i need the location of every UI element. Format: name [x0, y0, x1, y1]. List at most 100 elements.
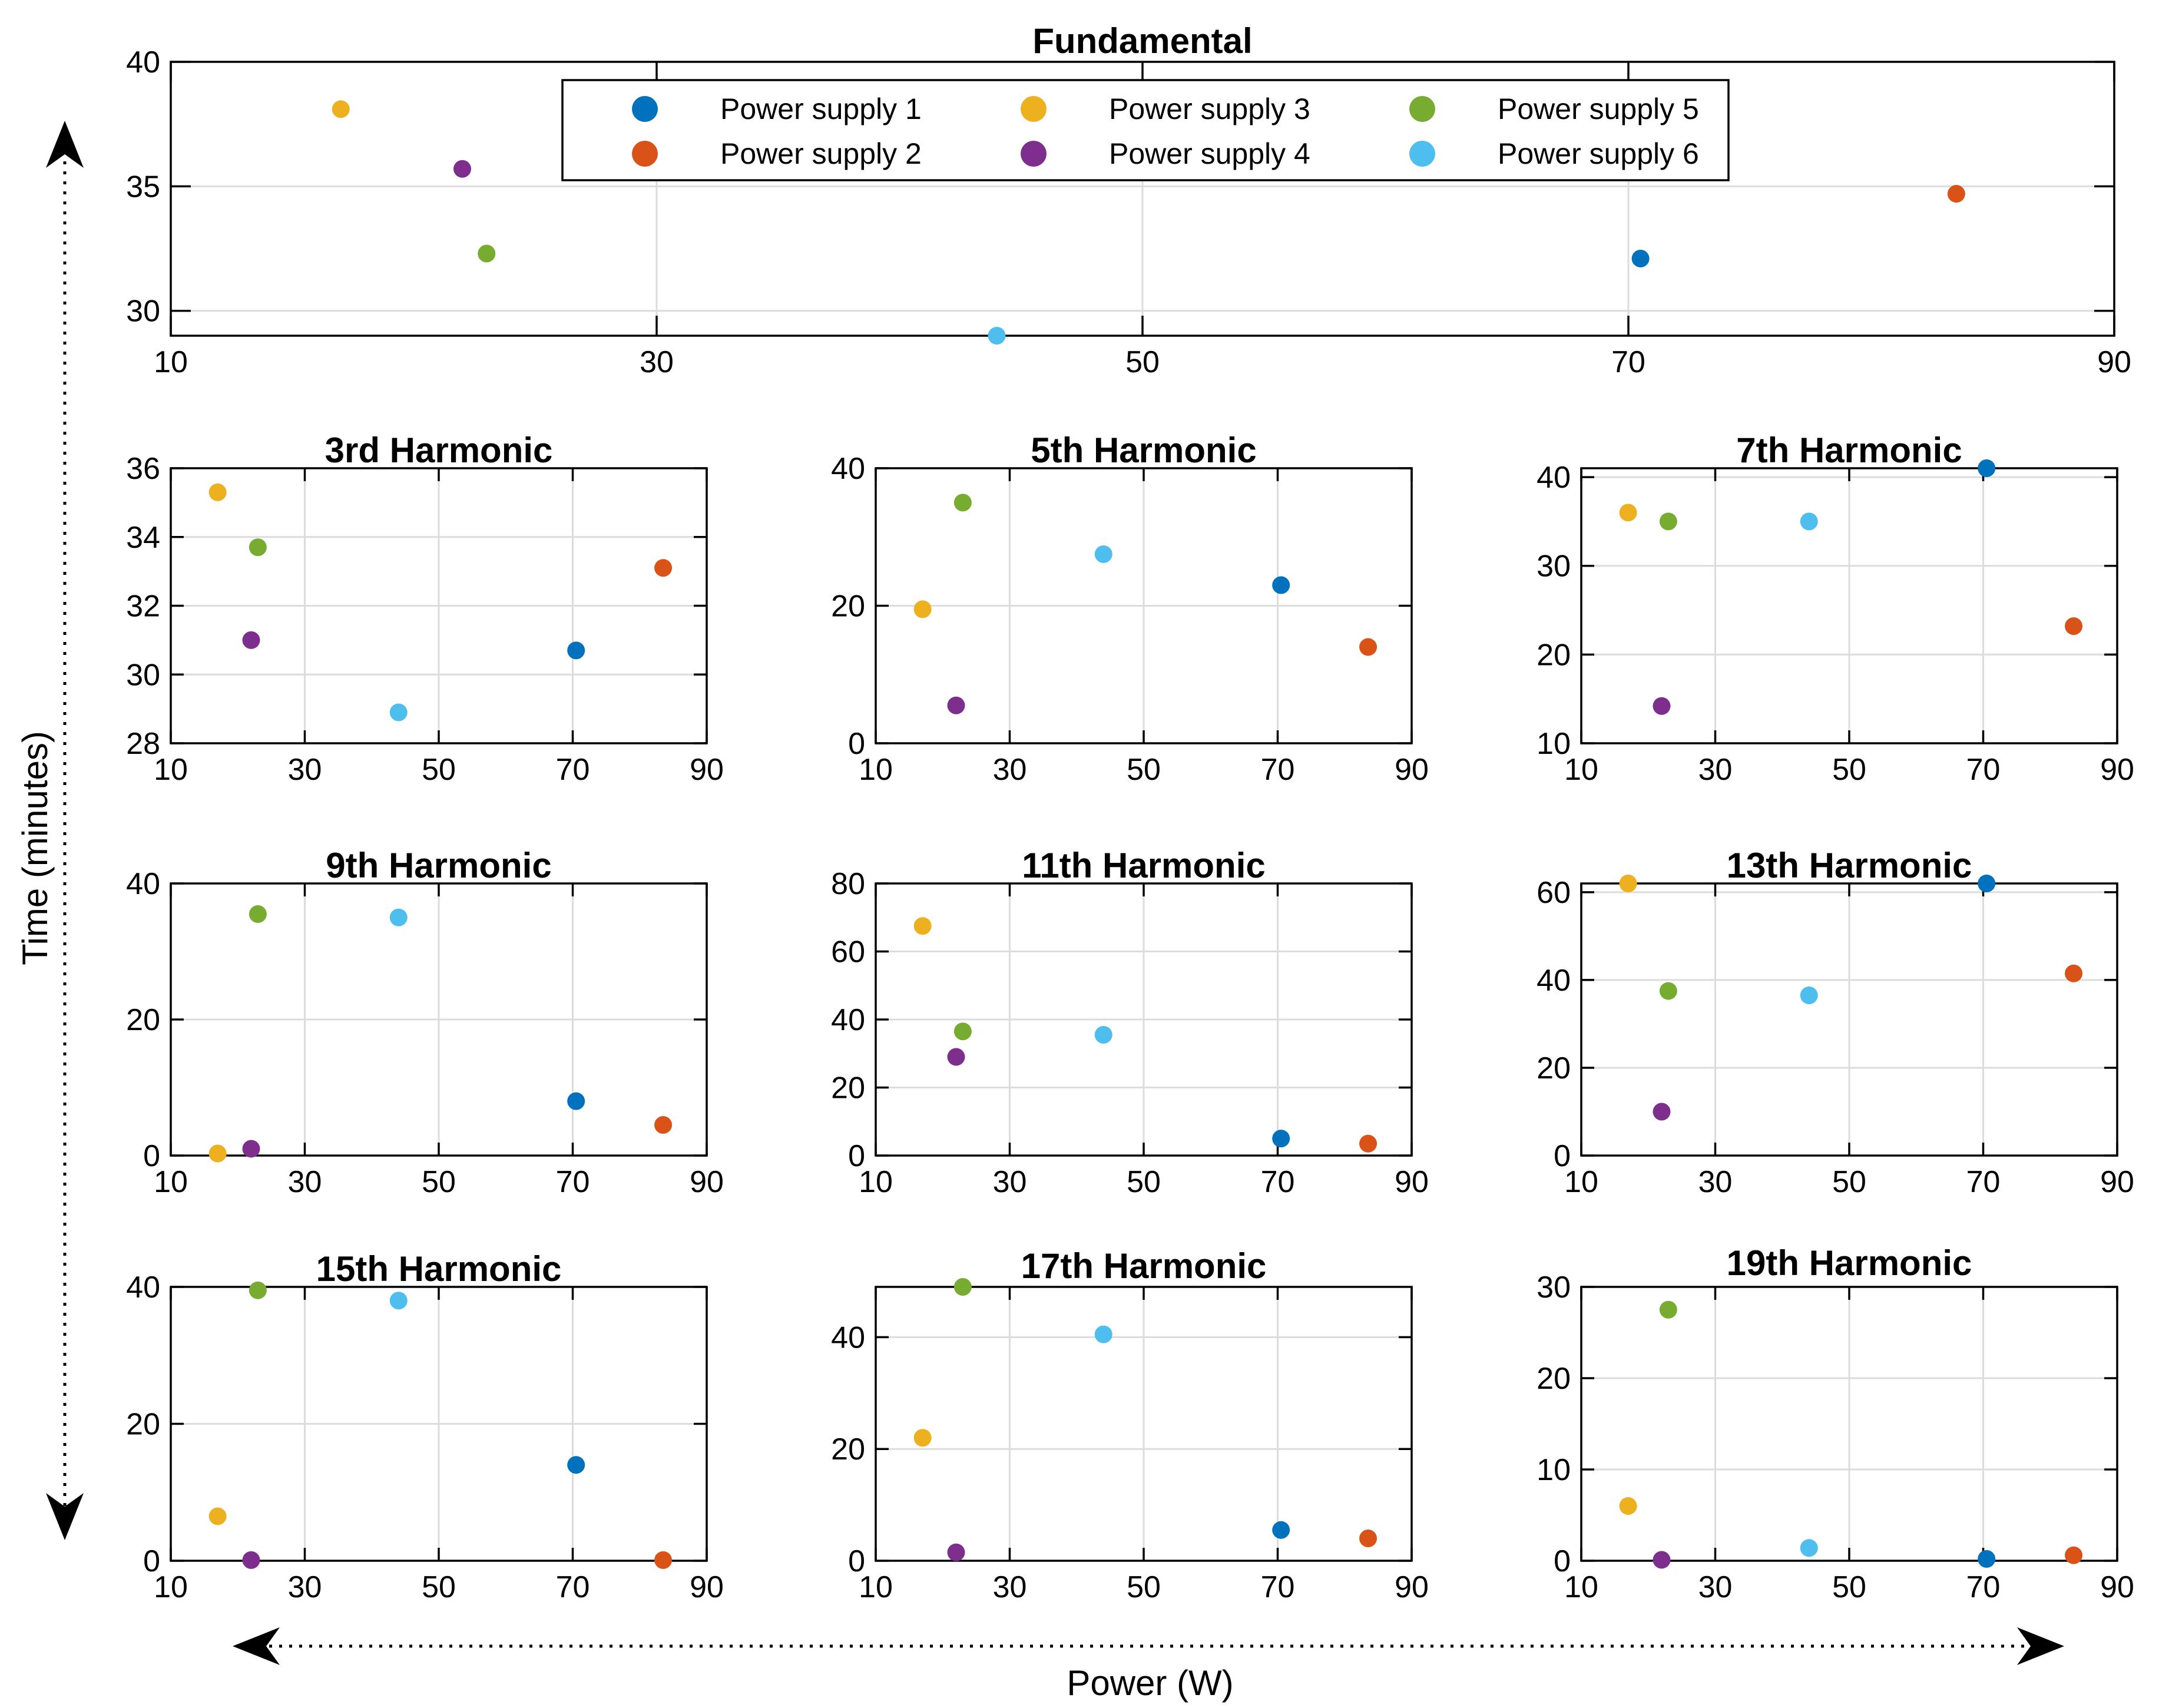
x-tick-label: 30 — [993, 1570, 1027, 1604]
y-tick-label: 34 — [126, 521, 160, 555]
y-tick-label: 80 — [831, 867, 865, 901]
data-point-power-supply-4 — [1653, 1103, 1671, 1121]
x-axis-arrow-right-icon — [2017, 1627, 2064, 1665]
y-tick-label: 0 — [848, 727, 865, 761]
data-point-power-supply-5 — [249, 538, 267, 557]
y-tick-label: 36 — [126, 452, 160, 486]
data-point-power-supply-3 — [1619, 875, 1637, 892]
x-tick-label: 90 — [1395, 1165, 1429, 1199]
y-tick-label: 35 — [126, 170, 160, 204]
panel-title: 3rd Harmonic — [325, 431, 553, 470]
y-tick-label: 20 — [1537, 638, 1571, 672]
data-point-power-supply-6 — [389, 1292, 408, 1310]
x-tick-label: 70 — [1966, 753, 2001, 787]
data-point-power-supply-2 — [2065, 1546, 2083, 1564]
data-point-power-supply-4 — [947, 1543, 965, 1561]
data-point-power-supply-6 — [988, 327, 1006, 345]
x-tick-label: 10 — [859, 1165, 893, 1199]
y-tick-label: 40 — [1537, 964, 1571, 998]
panel-title: 7th Harmonic — [1736, 431, 1962, 470]
x-tick-label: 70 — [556, 753, 590, 787]
data-point-power-supply-2 — [1947, 185, 1965, 203]
data-point-power-supply-2 — [1359, 638, 1377, 656]
x-tick-label: 30 — [288, 1165, 322, 1199]
legend-marker-power-supply-6 — [1409, 141, 1435, 167]
y-tick-label: 30 — [1537, 550, 1571, 584]
y-tick-label: 10 — [1537, 727, 1571, 761]
x-axis-arrow-left-icon — [233, 1627, 280, 1665]
y-tick-label: 60 — [831, 935, 865, 969]
y-tick-label: 0 — [848, 1544, 865, 1578]
y-tick-label: 40 — [831, 452, 865, 486]
data-point-power-supply-5 — [1659, 512, 1677, 531]
panel-7th-harmonic: 10 30 50 70 90 10 20 30 40 7th Harmonic — [1537, 431, 2134, 787]
y-tick-label: 30 — [1537, 1270, 1571, 1305]
data-point-power-supply-6 — [1094, 1025, 1112, 1044]
data-point-power-supply-4 — [947, 696, 965, 714]
x-tick-label: 50 — [1127, 753, 1161, 787]
y-tick-label: 40 — [126, 1270, 160, 1305]
x-tick-label: 50 — [422, 1570, 456, 1604]
x-tick-label: 30 — [1698, 1570, 1733, 1604]
x-tick-label: 70 — [556, 1570, 590, 1604]
x-tick-label: 10 — [1564, 1165, 1598, 1199]
y-axis-label: Time (minutes) — [15, 731, 55, 965]
x-tick-label: 10 — [859, 1570, 893, 1604]
y-tick-label: 40 — [1537, 461, 1571, 495]
data-point-power-supply-3 — [208, 1507, 227, 1525]
x-tick-label: 10 — [1564, 753, 1598, 787]
x-tick-label: 30 — [1698, 753, 1733, 787]
data-point-power-supply-5 — [953, 494, 972, 512]
x-axis-label: Power (W) — [1067, 1663, 1233, 1703]
data-point-power-supply-6 — [1800, 1539, 1818, 1557]
data-point-power-supply-4 — [947, 1048, 965, 1066]
x-axis-annotation: Power (W) — [233, 1627, 2064, 1703]
y-tick-label: 20 — [1537, 1362, 1571, 1396]
data-point-power-supply-3 — [208, 1144, 227, 1163]
x-tick-label: 30 — [640, 345, 674, 379]
legend-marker-power-supply-1 — [632, 96, 658, 122]
data-point-power-supply-2 — [654, 1116, 673, 1134]
x-tick-label: 10 — [1564, 1570, 1598, 1604]
data-point-power-supply-4 — [1653, 1551, 1671, 1569]
y-tick-label: 20 — [831, 1432, 865, 1467]
legend-marker-power-supply-4 — [1021, 141, 1047, 167]
x-tick-label: 30 — [288, 753, 322, 787]
x-tick-label: 30 — [1698, 1165, 1733, 1199]
data-point-power-supply-1 — [1978, 1550, 1996, 1568]
data-point-power-supply-5 — [478, 244, 496, 263]
data-point-power-supply-3 — [1619, 1497, 1637, 1515]
legend: Power supply 1 Power supply 2 Power supply… — [561, 79, 1730, 181]
data-point-power-supply-6 — [1094, 1325, 1112, 1343]
data-point-power-supply-2 — [654, 1551, 673, 1569]
x-tick-label: 70 — [556, 1165, 590, 1199]
data-point-power-supply-4 — [242, 1551, 260, 1569]
y-tick-label: 0 — [143, 1139, 160, 1173]
data-point-power-supply-2 — [1359, 1530, 1377, 1548]
legend-label-power-supply-6: Power supply 6 — [1498, 137, 1699, 170]
panel-13th-harmonic: 10 30 50 70 90 0 20 40 60 13th Harmonic — [1537, 846, 2134, 1199]
y-tick-label: 30 — [126, 658, 160, 692]
data-point-power-supply-3 — [913, 917, 932, 935]
x-tick-label: 10 — [154, 345, 188, 379]
panel-title: 17th Harmonic — [1021, 1246, 1267, 1286]
panel-title: 5th Harmonic — [1031, 431, 1256, 470]
data-point-power-supply-5 — [1659, 982, 1677, 1000]
x-tick-label: 70 — [1261, 753, 1295, 787]
x-tick-label: 50 — [1127, 1165, 1161, 1199]
x-tick-label: 70 — [1611, 345, 1645, 379]
y-tick-label: 40 — [126, 867, 160, 901]
data-point-power-supply-3 — [913, 1429, 932, 1447]
x-tick-label: 90 — [690, 1165, 724, 1199]
panel-15th-harmonic: 10 30 50 70 90 0 20 40 15th Harmonic — [126, 1249, 724, 1604]
data-point-power-supply-1 — [1978, 459, 1996, 477]
legend-label-power-supply-5: Power supply 5 — [1498, 92, 1699, 125]
legend-label-power-supply-4: Power supply 4 — [1109, 137, 1310, 170]
data-point-power-supply-2 — [2065, 964, 2083, 982]
x-tick-label: 70 — [1261, 1165, 1295, 1199]
x-tick-label: 10 — [154, 1570, 188, 1604]
data-point-power-supply-4 — [453, 160, 471, 178]
y-tick-label: 40 — [831, 1003, 865, 1037]
